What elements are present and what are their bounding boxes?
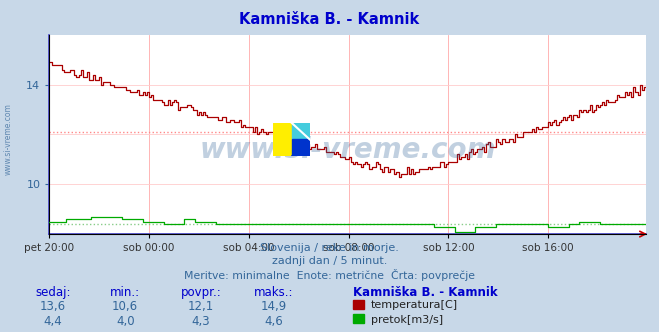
- Bar: [273, 123, 291, 156]
- Text: 12,1: 12,1: [188, 300, 214, 313]
- Text: Meritve: minimalne  Enote: metrične  Črta: povprečje: Meritve: minimalne Enote: metrične Črta:…: [184, 269, 475, 281]
- Text: 13,6: 13,6: [40, 300, 66, 313]
- Text: min.:: min.:: [110, 286, 140, 299]
- Text: povpr.:: povpr.:: [181, 286, 221, 299]
- Text: 4,6: 4,6: [264, 315, 283, 328]
- Text: temperatura[C]: temperatura[C]: [371, 300, 458, 310]
- Polygon shape: [291, 139, 310, 156]
- Text: 4,0: 4,0: [116, 315, 134, 328]
- Text: 10,6: 10,6: [112, 300, 138, 313]
- Polygon shape: [291, 123, 310, 139]
- Polygon shape: [291, 139, 310, 156]
- Text: Kamniška B. - Kamnik: Kamniška B. - Kamnik: [353, 286, 497, 299]
- Text: Kamniška B. - Kamnik: Kamniška B. - Kamnik: [239, 12, 420, 27]
- Polygon shape: [291, 123, 310, 139]
- Text: Slovenija / reke in morje.: Slovenija / reke in morje.: [260, 243, 399, 253]
- Text: www.si-vreme.com: www.si-vreme.com: [200, 136, 496, 164]
- Text: 14,9: 14,9: [260, 300, 287, 313]
- Text: sedaj:: sedaj:: [35, 286, 71, 299]
- Text: 4,3: 4,3: [192, 315, 210, 328]
- Text: zadnji dan / 5 minut.: zadnji dan / 5 minut.: [272, 256, 387, 266]
- Text: pretok[m3/s]: pretok[m3/s]: [371, 315, 443, 325]
- Text: www.si-vreme.com: www.si-vreme.com: [3, 104, 13, 175]
- Text: 4,4: 4,4: [43, 315, 62, 328]
- Text: maks.:: maks.:: [254, 286, 293, 299]
